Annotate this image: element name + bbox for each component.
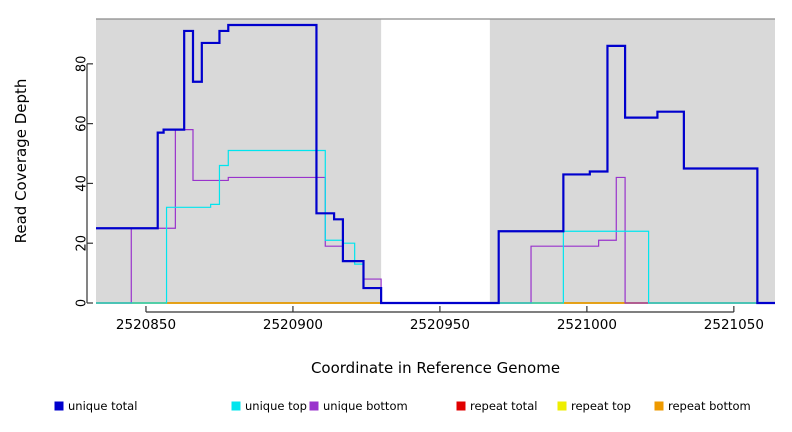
y-tick-label: 20: [75, 235, 90, 252]
y-axis-title: Read Coverage Depth: [12, 79, 30, 244]
plot-panel: [96, 18, 775, 303]
series-unique-total: [96, 23, 775, 305]
y-tick-label: 40: [75, 175, 90, 192]
legend-label-unique-bottom: unique bottom: [323, 399, 408, 413]
x-tick-label: 2520850: [116, 317, 176, 333]
x-tick-label: 2521000: [557, 317, 617, 333]
legend-swatch-repeat-total: [456, 401, 466, 411]
legend-swatch-unique-top: [231, 401, 241, 411]
y-tick-label: 80: [75, 56, 90, 73]
legend-swatch-unique-bottom: [309, 401, 319, 411]
x-tick-label: 2520950: [410, 317, 470, 333]
legend-swatch-unique-total: [54, 401, 64, 411]
x-tick-label: 2521050: [704, 317, 764, 333]
legend-label-repeat-top: repeat top: [571, 399, 631, 413]
legend-label-unique-total: unique total: [68, 399, 137, 413]
legend-swatch-repeat-top: [557, 401, 567, 411]
axis-labels-layer: Coordinate in Reference Genome Read Cover…: [12, 79, 560, 377]
y-tick-label: 60: [75, 115, 90, 132]
legend-label-repeat-total: repeat total: [470, 399, 537, 413]
legend-label-repeat-bottom: repeat bottom: [668, 399, 751, 413]
zero-coverage-gap: [381, 19, 490, 303]
x-tick-label: 2520900: [263, 317, 323, 333]
axis-layer: 0 20 40 60 80 2520850 2520900 2520950 2521000 252…: [75, 56, 764, 333]
legend-swatch-repeat-bottom: [654, 401, 664, 411]
y-tick-label: 0: [75, 299, 90, 307]
x-axis-title: Coordinate in Reference Genome: [311, 359, 560, 377]
legend-label-unique-top: unique top: [245, 399, 307, 413]
plot-legend: unique total unique top unique bottom repea…: [54, 399, 751, 413]
data-series-layer: [96, 23, 775, 305]
